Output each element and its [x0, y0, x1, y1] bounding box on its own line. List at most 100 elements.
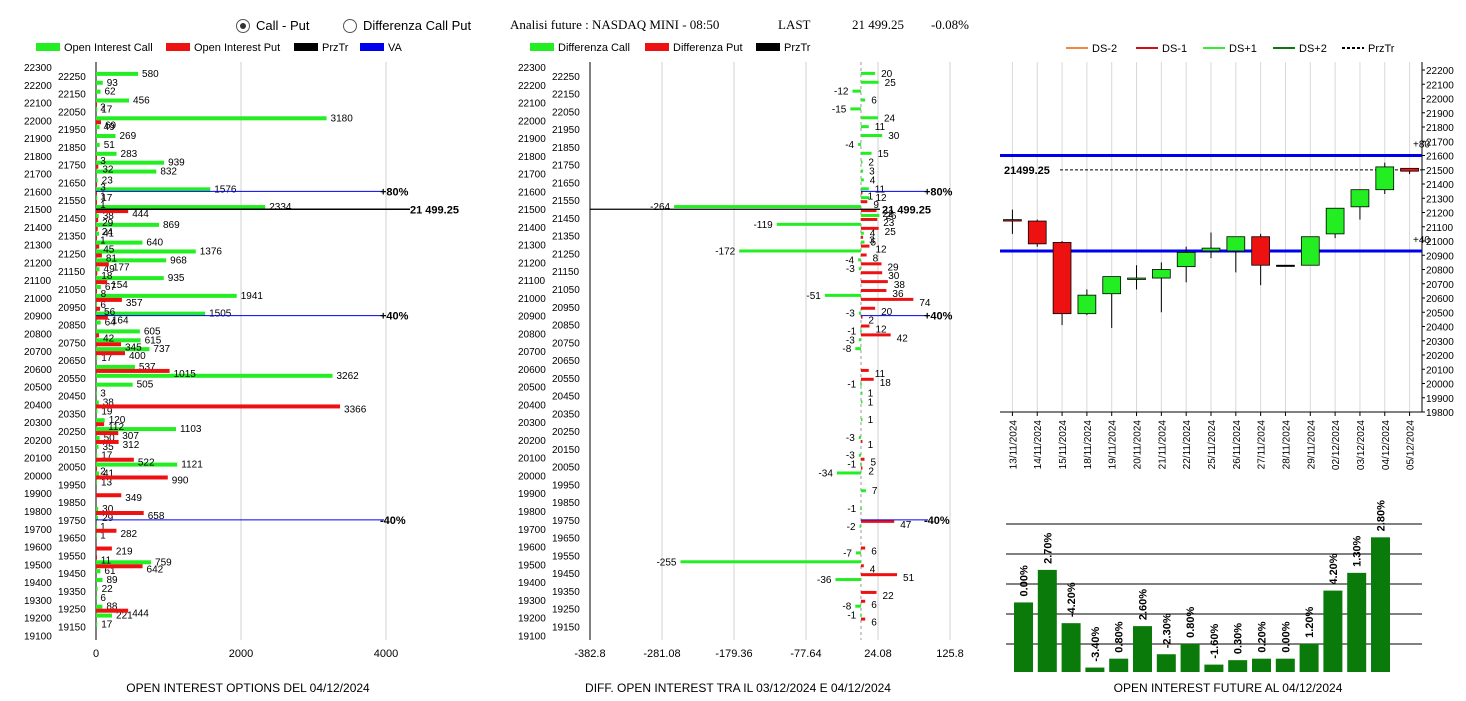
c2-strike-63: 19150: [552, 622, 580, 633]
c1-strike-39: 20350: [58, 409, 86, 420]
c1-call-bar-43: [96, 444, 99, 449]
c2-put-bar-34: [860, 368, 869, 372]
c2-call-bar-58: [835, 578, 861, 582]
c1-strike-34: 20600: [24, 365, 52, 376]
c3-legend-0-label: DS-2: [1092, 43, 1117, 55]
c2-call-label-52: -2: [847, 522, 856, 533]
c2-call-bar-6: [860, 116, 878, 120]
c1-call-bar-8: [96, 134, 116, 139]
c3-candle-12: [1300, 236, 1320, 266]
c1-strike-53: 19650: [58, 534, 86, 545]
c2-call-label-20: 5: [870, 238, 876, 249]
c1-call-label-8: 269: [120, 131, 137, 142]
c2-call-label-18: -119: [753, 220, 773, 231]
c1-put-label-22: 177: [113, 262, 130, 273]
radio-call-put[interactable]: Call - Put: [236, 18, 309, 33]
c2-call-bar-22: [858, 258, 861, 262]
c2-call-bar-20: [860, 240, 865, 244]
c1-put-label-21: 81: [106, 253, 118, 264]
c1-strike-38: 20400: [24, 400, 52, 411]
c2-strike-32: 20700: [518, 347, 546, 358]
c2-strike-55: 19550: [552, 551, 580, 562]
c1-strike-29: 20850: [58, 321, 86, 332]
c2-strike-0: 22300: [518, 63, 546, 74]
c3-oi-bar-10: [1252, 658, 1271, 672]
c2-put-label-45: 2: [868, 467, 874, 478]
c2-put-label-56: 4: [870, 564, 876, 575]
c2-strike-4: 22100: [518, 99, 546, 110]
c1-call-label-62: 221: [116, 611, 133, 622]
c1-call-bar-12: [96, 169, 157, 174]
c3-legend-1-label: DS-1: [1162, 43, 1187, 55]
c1-call-bar-31: [96, 338, 141, 343]
c1-call-bar-32: [96, 347, 150, 352]
c1-put-label-41: 307: [122, 431, 139, 442]
c3-ytick-12: 21000: [1426, 237, 1454, 248]
last-label: LAST: [778, 17, 811, 32]
c1-put-label-18: 24: [102, 227, 114, 238]
header-title: Analisi future : NASDAQ MINI - 08:50: [510, 17, 720, 32]
c3-candle-7: [1176, 251, 1196, 268]
c1-put-bar-28: [96, 315, 108, 320]
c1-put-bar-41: [96, 431, 119, 436]
c1-put-bar-52: [96, 528, 117, 533]
c1-call-bar-53: [96, 533, 97, 538]
c1-va-label-1: +40%: [380, 311, 409, 323]
c1-put-bar-13: [96, 182, 97, 187]
c1-put-label-46: 990: [172, 475, 189, 486]
c3-oi-bar-14: [1347, 572, 1367, 672]
c2-strike-3: 22150: [552, 90, 580, 101]
c1-call-bar-37: [96, 391, 97, 396]
c2-put-bar-21: [860, 253, 867, 257]
c3-candle-16: [1400, 167, 1419, 172]
c3-candle-2: [1052, 242, 1072, 315]
c1-strike-27: 20950: [58, 303, 86, 314]
radio-differenza[interactable]: Differenza Call Put: [343, 18, 471, 33]
c1-call-bar-17: [96, 213, 99, 218]
c2-strike-11: 21750: [552, 161, 580, 172]
c1-call-label-59: 22: [102, 584, 114, 595]
c2-call-label-32: -8: [842, 344, 851, 355]
c1-call-label-29: 64: [105, 318, 117, 329]
c1-call-bar-25: [96, 285, 101, 289]
c1-call-label-9: 51: [104, 140, 116, 151]
c1-put-bar-48: [96, 493, 122, 498]
c1-put-bar-61: [96, 608, 129, 613]
c2-strike-54: 19600: [518, 543, 546, 554]
c1-strike-26: 21000: [24, 294, 52, 305]
c1-call-bar-63: [96, 622, 98, 627]
c2-strike-9: 21850: [552, 143, 580, 154]
c1-call-label-23: 49: [104, 264, 116, 275]
c2-put-bar-26: [860, 297, 914, 301]
c1-call-label-4: 456: [133, 96, 150, 107]
c2-call-label-62: -1: [847, 611, 856, 622]
c2-call-bar-21: [739, 249, 861, 253]
c1-put-label-28: 164: [112, 316, 129, 327]
c2-call-label-45: -1: [847, 460, 856, 471]
c1-call-label-18: 869: [163, 220, 180, 231]
c1-strike-19: 21350: [58, 232, 86, 243]
c3-ytick-4: 21800: [1426, 123, 1454, 134]
c2-put-label-20: 12: [875, 245, 887, 256]
c1-call-label-27: 6: [100, 300, 106, 311]
c1-strike-61: 19250: [58, 605, 86, 616]
c1-legend-2-label: PrzTr: [322, 42, 349, 54]
c2-strike-58: 19400: [518, 578, 546, 589]
c1-call-bar-61: [96, 604, 103, 609]
c1-call-bar-4: [96, 98, 130, 103]
c2-last-label: 21 499.25: [882, 204, 931, 216]
c1-call-bar-7: [96, 125, 100, 130]
c3-date-8: 25/11/2024: [1207, 420, 1218, 470]
c2-call-bar-50: [860, 507, 862, 510]
c1-call-bar-2: [96, 80, 103, 85]
c1-xtick-2: 4000: [374, 648, 398, 660]
c3-date-7: 22/11/2024: [1182, 420, 1193, 470]
c2-put-label-54: 6: [871, 547, 877, 558]
c2-strike-27: 20950: [552, 303, 580, 314]
c2-put-label-51: 47: [900, 520, 912, 531]
change-value: -0.08%: [931, 17, 969, 32]
c1-strike-59: 19350: [58, 587, 86, 598]
c1-call-bar-38: [96, 400, 99, 405]
c1-put-label-34: 1015: [174, 369, 197, 380]
c1-put-bar-20: [96, 244, 100, 249]
